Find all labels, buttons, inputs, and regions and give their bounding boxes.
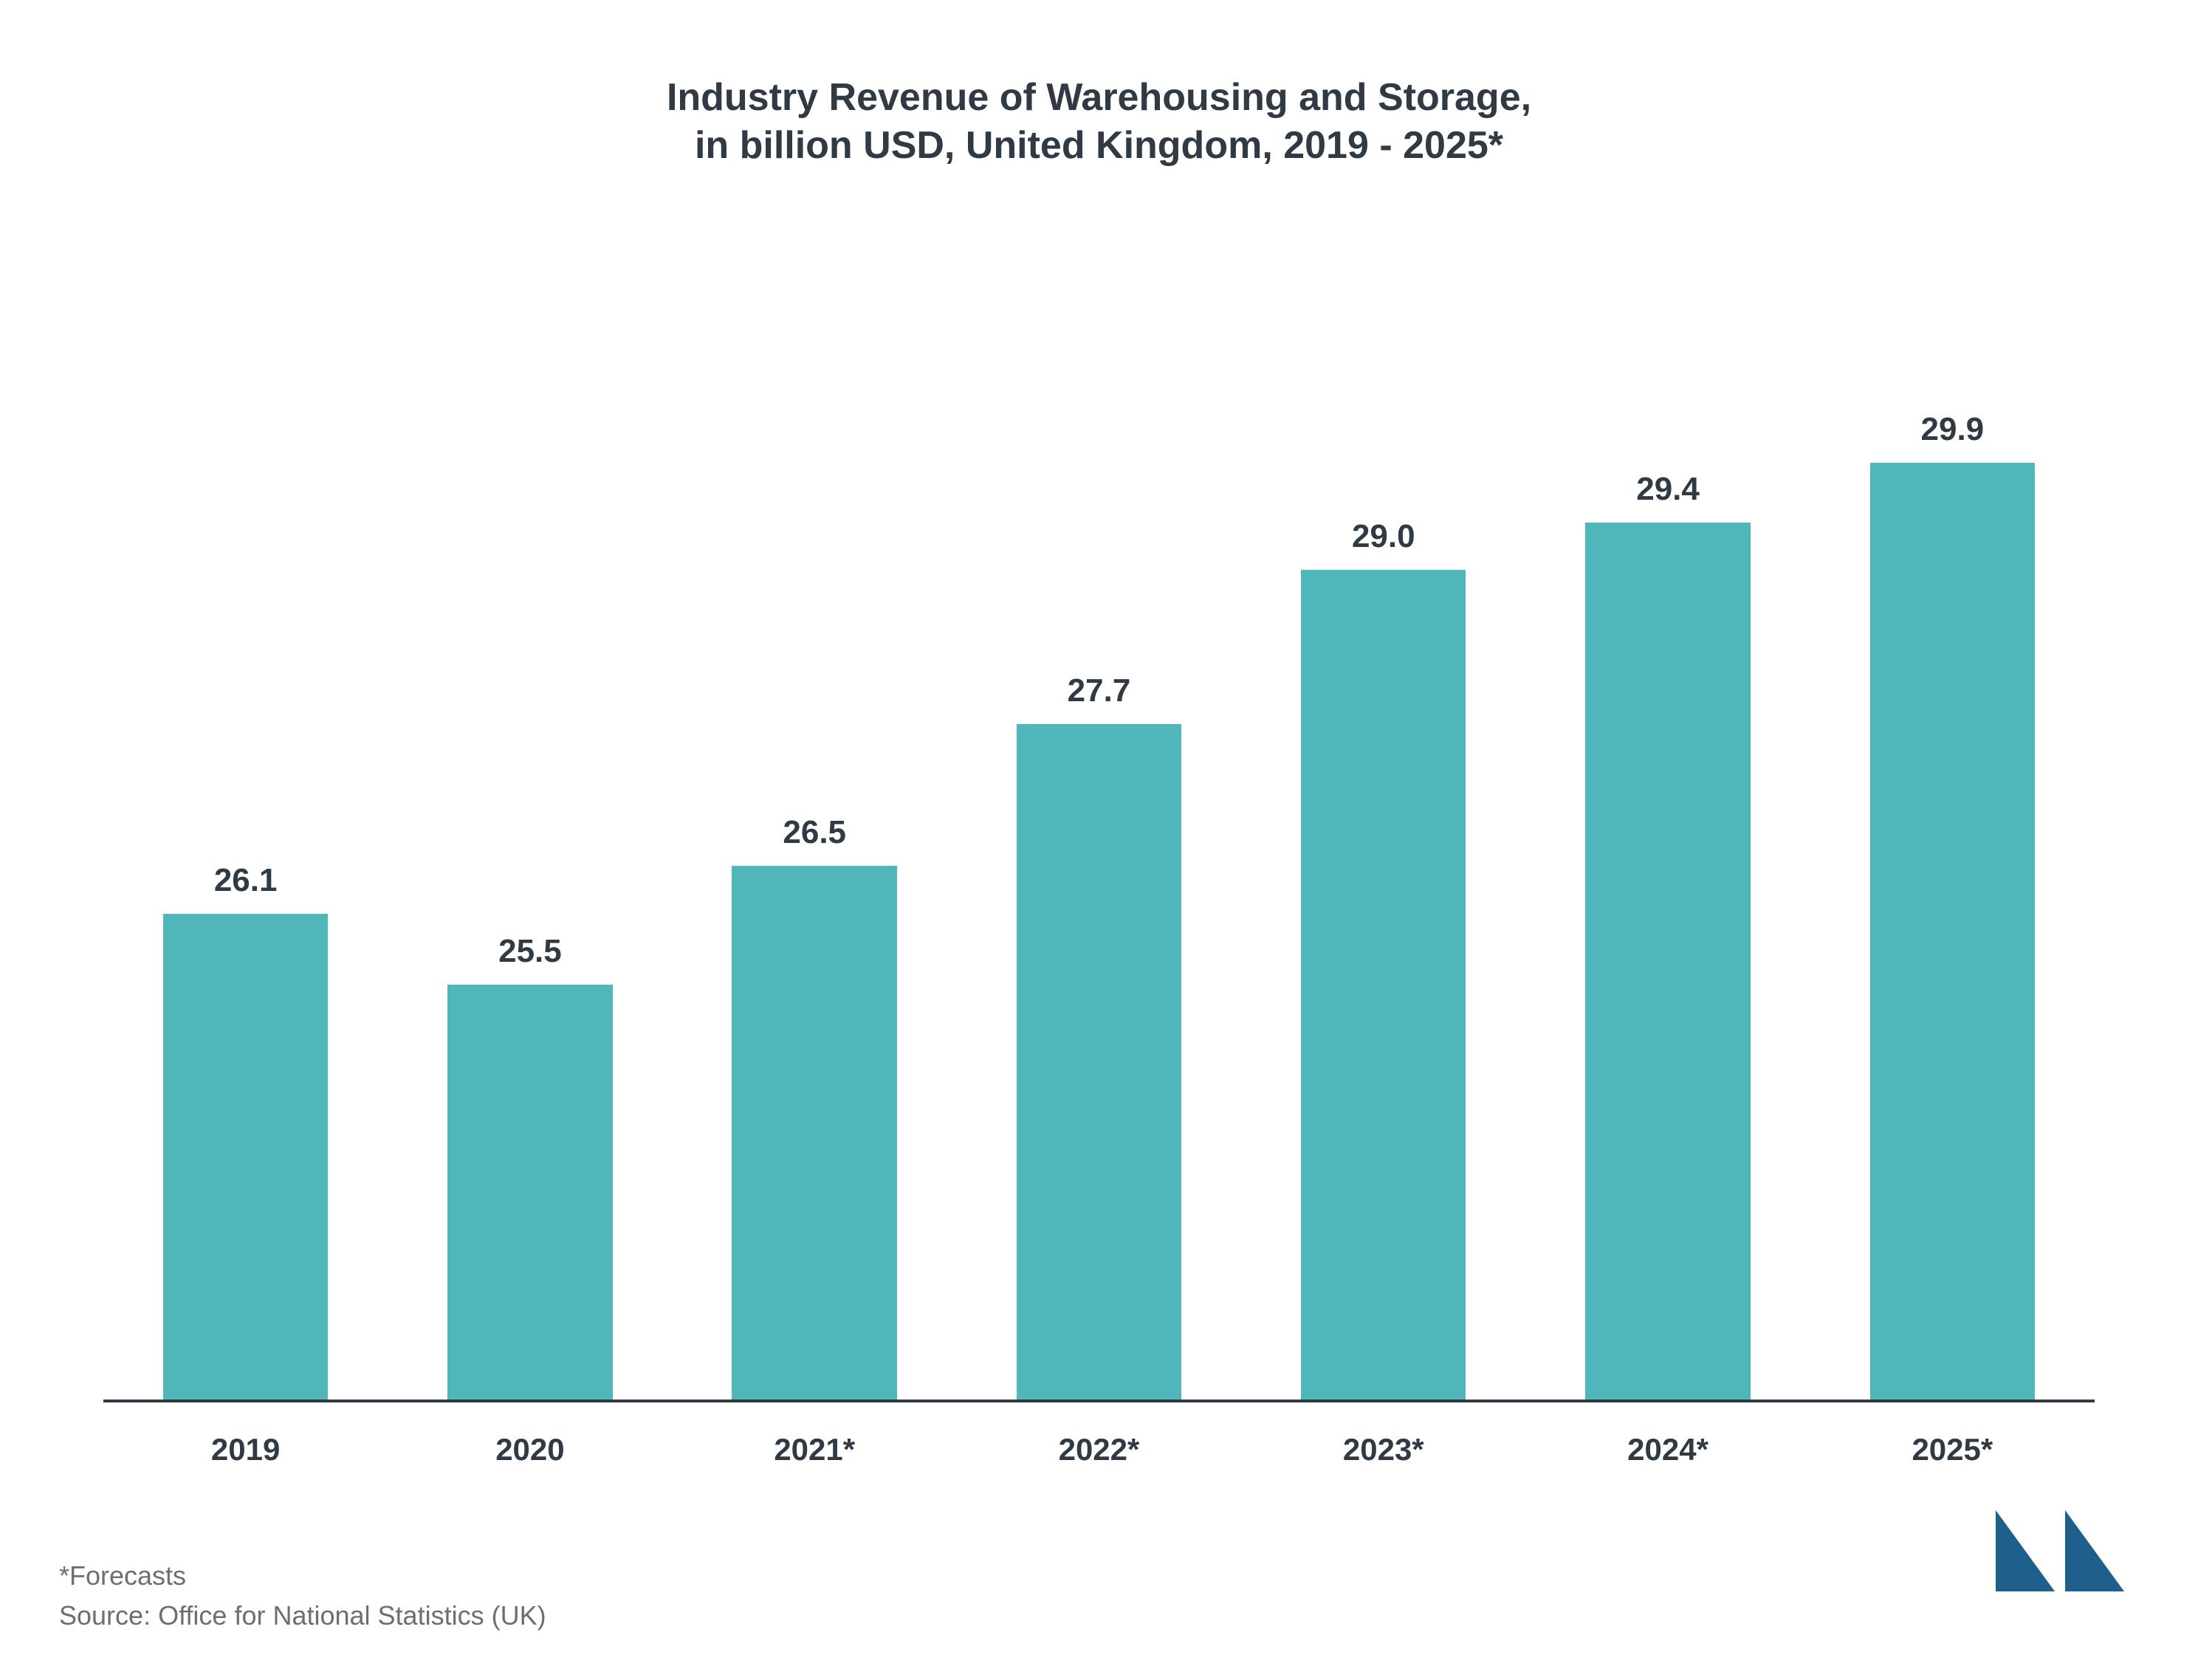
bar-rect xyxy=(732,866,896,1400)
bar-rect xyxy=(1301,570,1466,1400)
x-tick-label: 2025* xyxy=(1810,1432,2095,1467)
bar-value-label: 29.4 xyxy=(1636,471,1700,508)
chart-title: Industry Revenue of Warehousing and Stor… xyxy=(59,74,2139,170)
bar-value-label: 26.1 xyxy=(214,862,278,899)
chart-container: Industry Revenue of Warehousing and Stor… xyxy=(59,44,2139,1636)
bar-rect xyxy=(1870,463,2035,1400)
chart-title-line1: Industry Revenue of Warehousing and Stor… xyxy=(59,74,2139,122)
bar-rect xyxy=(447,985,612,1400)
bar-column: 27.7 xyxy=(957,214,1241,1400)
x-tick-label: 2020 xyxy=(388,1432,672,1467)
logo-triangle-icon xyxy=(1996,1510,2055,1591)
bar-column: 26.5 xyxy=(673,214,957,1400)
bar-value-label: 27.7 xyxy=(1068,672,1131,709)
bar-value-label: 26.5 xyxy=(783,814,846,851)
bar-column: 29.9 xyxy=(1810,214,2095,1400)
x-tick-label: 2021* xyxy=(673,1432,957,1467)
source-note: Source: Office for National Statistics (… xyxy=(59,1596,2139,1636)
chart-footer: *Forecasts Source: Office for National S… xyxy=(59,1556,2139,1636)
bar-rect xyxy=(163,914,328,1400)
x-tick-label: 2022* xyxy=(957,1432,1241,1467)
bar-value-label: 29.0 xyxy=(1352,518,1415,555)
bar-column: 29.0 xyxy=(1241,214,1525,1400)
brand-logo xyxy=(1996,1510,2124,1591)
x-axis-labels: 201920202021*2022*2023*2024*2025* xyxy=(103,1432,2095,1467)
x-tick-label: 2024* xyxy=(1525,1432,1810,1467)
chart-title-line2: in billion USD, United Kingdom, 2019 - 2… xyxy=(59,122,2139,170)
bar-value-label: 29.9 xyxy=(1921,411,1985,448)
bar-value-label: 25.5 xyxy=(498,933,562,970)
bar-rect xyxy=(1017,724,1181,1400)
bar-column: 26.1 xyxy=(103,214,388,1400)
bar-column: 25.5 xyxy=(388,214,672,1400)
x-tick-label: 2023* xyxy=(1241,1432,1525,1467)
logo-triangle-icon xyxy=(2065,1510,2124,1591)
forecasts-note: *Forecasts xyxy=(59,1556,2139,1596)
bars-row: 26.1 25.5 26.5 27.7 29.0 29.4 29.9 xyxy=(103,214,2095,1402)
bar-rect xyxy=(1585,523,1750,1400)
bar-column: 29.4 xyxy=(1525,214,1810,1400)
x-tick-label: 2019 xyxy=(103,1432,388,1467)
plot-area: 26.1 25.5 26.5 27.7 29.0 29.4 29.9 xyxy=(103,214,2095,1402)
